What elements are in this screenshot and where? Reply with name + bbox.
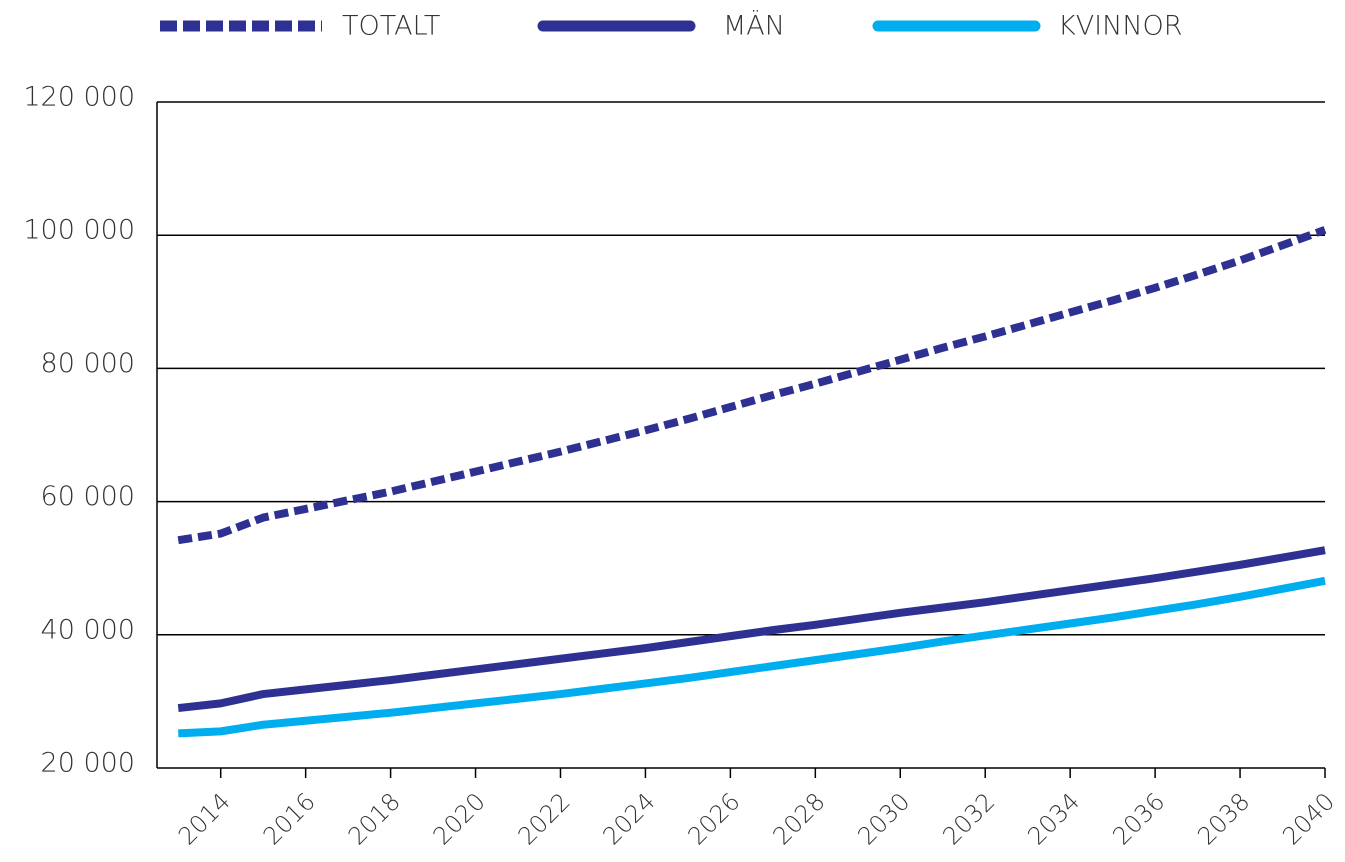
x-tick-label: 2038 [1192, 787, 1255, 850]
legend-label: MÄN [723, 10, 785, 42]
y-tick-label: 60 000 [41, 481, 135, 512]
x-tick-label: 2014 [173, 787, 236, 850]
series-line [178, 576, 1326, 738]
series-line [177, 546, 1326, 713]
x-tick-label: 2026 [683, 787, 746, 850]
x-tick-label: 2016 [258, 787, 321, 850]
x-tick-label: 2030 [852, 787, 915, 850]
legend-label: KVINNOR [1058, 11, 1183, 42]
x-tick-label: 2020 [428, 787, 491, 850]
series-line [177, 226, 1327, 545]
x-tick-label: 2032 [937, 787, 1000, 850]
y-tick-label: 40 000 [41, 614, 135, 645]
legend-label: TOTALT [342, 11, 440, 42]
x-tick-label: 2022 [513, 787, 576, 850]
y-tick-label: 100 000 [23, 215, 135, 246]
x-tick-label: 2040 [1277, 787, 1340, 850]
x-tick-label: 2036 [1107, 787, 1170, 850]
y-tick-label: 80 000 [41, 348, 135, 379]
x-tick-label: 2018 [343, 787, 406, 850]
x-tick-label: 2024 [598, 787, 661, 850]
x-tick-label: 2034 [1022, 787, 1085, 850]
y-tick-label: 20 000 [41, 748, 135, 779]
y-tick-label: 120 000 [23, 82, 135, 113]
x-tick-label: 2028 [768, 787, 831, 850]
